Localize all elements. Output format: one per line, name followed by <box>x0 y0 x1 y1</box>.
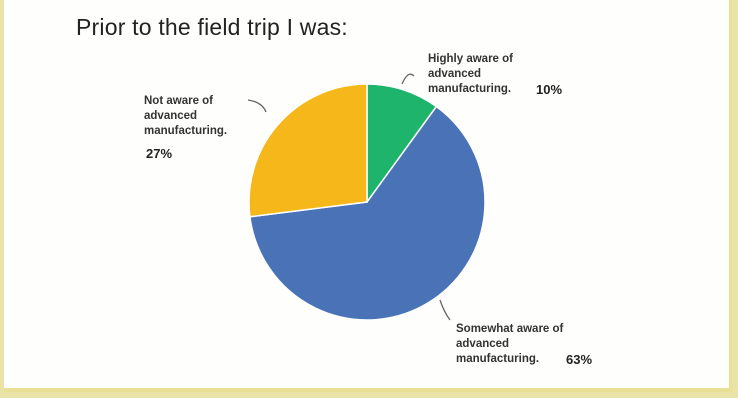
label-highly-aware: Highly aware of advanced manufacturing. <box>428 53 513 95</box>
label-somewhat-aware: Somewhat aware of advanced manufacturing… <box>456 323 564 365</box>
pie-chart <box>247 73 486 321</box>
slice-highly-aware <box>366 83 438 205</box>
value-not-aware: 27% <box>146 146 173 161</box>
label-not-aware: Not aware of advanced manufacturing. <box>144 95 228 137</box>
value-somewhat-aware: 63% <box>566 352 593 367</box>
slice-not-aware <box>248 83 368 218</box>
slice-somewhat-aware <box>249 105 486 321</box>
leader-somewhat-aware <box>439 299 451 321</box>
chart-title: Prior to the field trip I was: <box>76 14 348 40</box>
leader-highly-aware <box>401 73 415 85</box>
leader-not-aware <box>247 99 267 113</box>
value-highly-aware: 10% <box>536 82 563 97</box>
chart-frame: Prior to the field trip I was: Highly aw… <box>4 0 732 392</box>
